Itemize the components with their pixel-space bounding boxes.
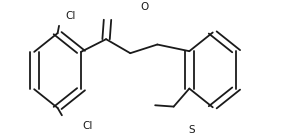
Text: Cl: Cl <box>82 121 93 131</box>
Text: O: O <box>140 2 148 12</box>
Text: S: S <box>189 125 195 135</box>
Text: Cl: Cl <box>65 11 76 21</box>
